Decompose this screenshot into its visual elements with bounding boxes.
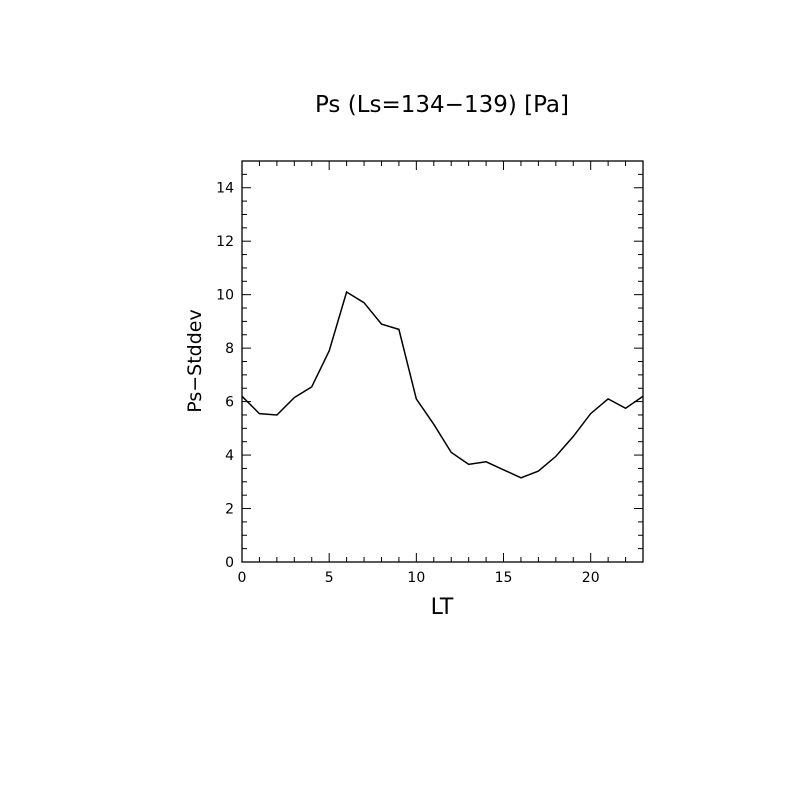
x-tick-labels: 0 5 10 15 20 bbox=[238, 570, 600, 586]
y-axis-label: Ps−Stddev bbox=[184, 309, 206, 413]
series-line bbox=[241, 290, 644, 479]
x-tick-label: 15 bbox=[495, 570, 513, 586]
x-axis-label: LT bbox=[431, 595, 454, 620]
y-tick-label: 12 bbox=[216, 234, 234, 250]
x-tick-label: 0 bbox=[238, 570, 247, 586]
x-tick-label: 20 bbox=[582, 570, 600, 586]
y-tick-labels: 0 2 4 6 8 10 12 14 bbox=[216, 181, 234, 571]
y-tick-label: 8 bbox=[225, 341, 234, 357]
axis-ticks bbox=[241, 160, 644, 563]
y-tick-label: 4 bbox=[225, 448, 234, 464]
x-tick-label: 10 bbox=[407, 570, 425, 586]
y-tick-label: 6 bbox=[225, 395, 234, 411]
y-tick-label: 2 bbox=[225, 502, 234, 518]
chart-title: Ps (Ls=134−139) [Pa] bbox=[315, 92, 569, 118]
y-tick-label: 10 bbox=[216, 288, 234, 304]
x-tick-label: 5 bbox=[325, 570, 334, 586]
y-tick-label: 14 bbox=[216, 181, 234, 197]
y-tick-label: 0 bbox=[225, 555, 234, 571]
plot-frame bbox=[241, 160, 644, 563]
